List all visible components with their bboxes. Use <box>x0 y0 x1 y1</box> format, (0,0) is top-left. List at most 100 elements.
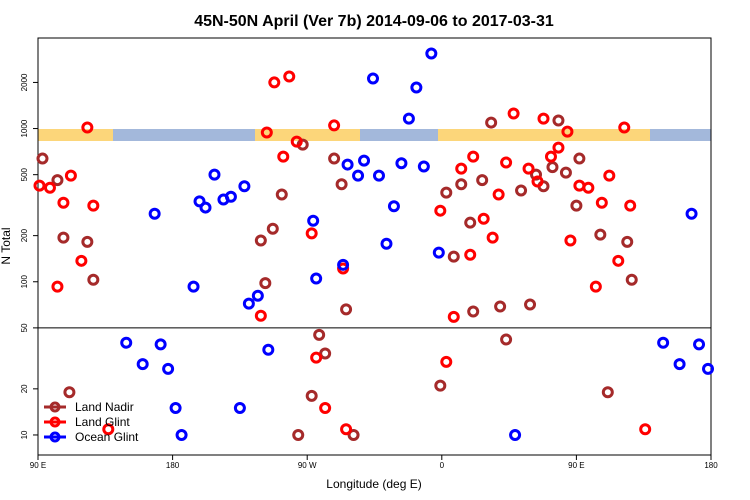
legend-marker <box>49 431 61 443</box>
point <box>36 152 49 165</box>
point <box>87 273 100 286</box>
point <box>603 169 616 182</box>
point <box>467 150 480 163</box>
x-tick-label: 180 <box>166 461 180 470</box>
point <box>621 235 634 248</box>
y-tick-label: 20 <box>20 384 29 393</box>
land-band <box>255 129 360 141</box>
point <box>657 336 670 349</box>
x-axis-label: Longitude (deg E) <box>326 477 421 491</box>
point <box>515 184 528 197</box>
point <box>432 246 445 259</box>
point <box>358 154 371 167</box>
point <box>500 333 513 346</box>
x-tick-label: 90 E <box>568 461 584 470</box>
point <box>242 297 255 310</box>
legend-label: Land Nadir <box>75 400 134 414</box>
point <box>313 328 326 341</box>
point <box>440 186 453 199</box>
point <box>352 169 365 182</box>
point <box>477 212 490 225</box>
point <box>624 199 637 212</box>
point <box>169 401 182 414</box>
point <box>87 199 100 212</box>
point <box>208 168 221 181</box>
point <box>564 234 577 247</box>
point <box>328 119 341 132</box>
point <box>120 336 133 349</box>
x-tick-label: 90 E <box>30 461 46 470</box>
point <box>81 121 94 134</box>
point <box>380 237 393 250</box>
point <box>589 280 602 293</box>
point <box>262 343 275 356</box>
y-tick-label: 50 <box>20 323 29 332</box>
chart-title: 45N-50N April (Ver 7b) 2014-09-06 to 201… <box>194 13 554 30</box>
point <box>552 114 565 127</box>
point <box>310 351 323 364</box>
point <box>507 107 520 120</box>
point <box>102 423 115 436</box>
point <box>310 272 323 285</box>
legend-marker <box>49 401 61 413</box>
point <box>57 196 70 209</box>
point <box>162 362 175 375</box>
point <box>337 258 350 271</box>
point <box>552 141 565 154</box>
point <box>199 201 212 214</box>
point <box>292 428 305 441</box>
point <box>537 112 550 125</box>
point <box>367 72 380 85</box>
point <box>693 338 706 351</box>
y-tick-label: 2000 <box>20 73 29 91</box>
point <box>63 386 76 399</box>
y-axis-label: N Total <box>0 227 13 264</box>
point <box>559 166 572 179</box>
x-tick-label: 180 <box>704 461 718 470</box>
point <box>340 303 353 316</box>
point <box>464 216 477 229</box>
point <box>259 277 272 290</box>
point <box>595 196 608 209</box>
point <box>494 300 507 313</box>
point <box>673 358 686 371</box>
point <box>254 309 267 322</box>
point <box>238 180 251 193</box>
point <box>625 273 638 286</box>
point <box>154 338 167 351</box>
x-tick-label: 0 <box>440 461 445 470</box>
point <box>492 188 505 201</box>
land-band <box>38 129 113 141</box>
point <box>395 157 408 170</box>
point <box>601 386 614 399</box>
point <box>485 116 498 129</box>
point <box>260 126 273 139</box>
point <box>544 150 557 163</box>
point <box>33 179 46 192</box>
legend-marker <box>49 416 61 428</box>
point <box>500 156 513 169</box>
point <box>410 81 423 94</box>
point <box>702 362 715 375</box>
y-tick-label: 100 <box>20 275 29 289</box>
legend-label: Ocean Glint <box>75 430 139 444</box>
point <box>57 231 70 244</box>
point <box>268 76 281 89</box>
point <box>233 401 246 414</box>
point <box>582 181 595 194</box>
point <box>434 204 447 217</box>
legend-label: Land Glint <box>75 415 130 429</box>
point <box>594 228 607 241</box>
point <box>305 389 318 402</box>
point <box>340 423 353 436</box>
point <box>530 168 543 181</box>
point <box>254 234 267 247</box>
point <box>290 135 303 148</box>
point <box>307 214 320 227</box>
point <box>43 181 56 194</box>
point <box>387 200 400 213</box>
point <box>618 121 631 134</box>
legend-item: Land Nadir <box>44 400 134 414</box>
point <box>75 254 88 267</box>
